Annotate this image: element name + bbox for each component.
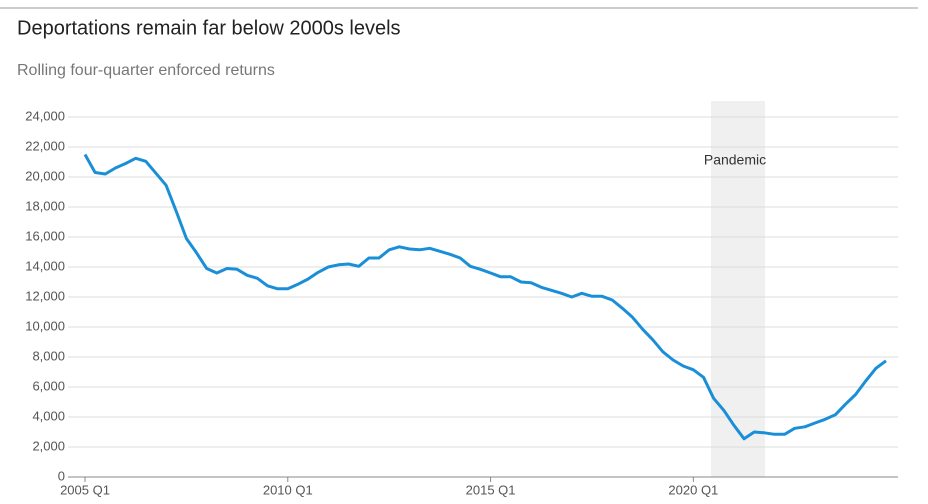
x-tick-label: 2015 Q1 — [466, 482, 516, 497]
series-line — [83, 153, 887, 441]
y-tick-label: 8,000 — [32, 348, 65, 363]
y-tick-label: 2,000 — [32, 438, 65, 453]
pandemic-shade — [711, 101, 765, 477]
y-tick-label: 24,000 — [25, 108, 65, 123]
annotation: Pandemic — [704, 152, 766, 168]
y-tick-label: 4,000 — [32, 408, 65, 423]
x-tick-label: 2020 Q1 — [668, 482, 718, 497]
y-tick-label: 14,000 — [25, 258, 65, 273]
y-tick-label: 12,000 — [25, 288, 65, 303]
y-tick-label: 0 — [58, 468, 65, 483]
y-tick-label: 6,000 — [32, 378, 65, 393]
chart-title: Deportations remain far below 2000s leve… — [17, 17, 401, 39]
y-tick-label: 20,000 — [25, 168, 65, 183]
y-tick-label: 18,000 — [25, 198, 65, 213]
x-tick-label: 2010 Q1 — [263, 482, 313, 497]
y-tick-label: 22,000 — [25, 138, 65, 153]
y-tick-label: 10,000 — [25, 318, 65, 333]
y-tick-label: 16,000 — [25, 228, 65, 243]
x-tick-label: 2005 Q1 — [60, 482, 110, 497]
chart-subtitle: Rolling four-quarter enforced returns — [17, 62, 275, 79]
